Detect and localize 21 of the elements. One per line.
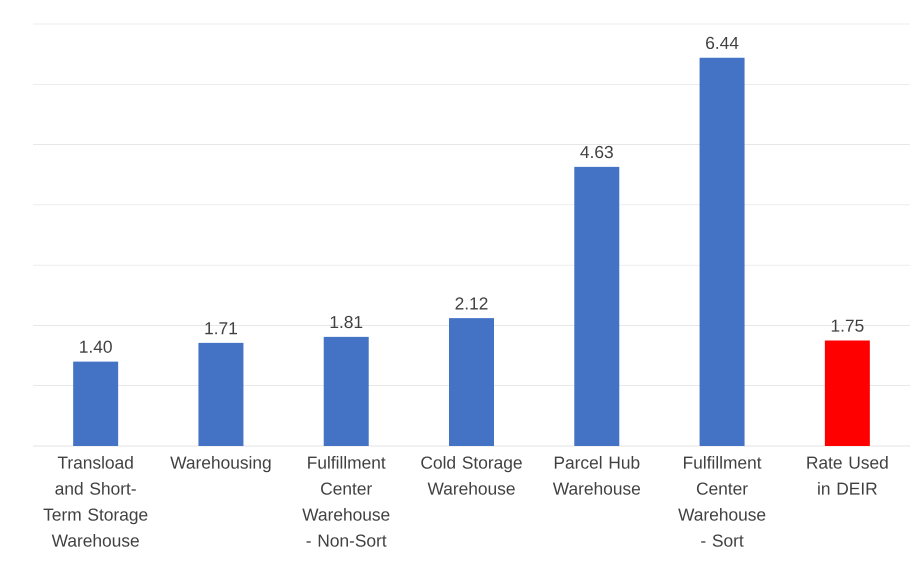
data-label: 6.44 [706,36,738,50]
x-tick-label: Fulfillment Center Warehouse - Non-Sort [302,456,390,547]
bar [700,58,745,446]
data-label: 4.63 [580,146,613,158]
x-tick-label: Parcel Hub Warehouse [552,456,640,495]
bar [574,166,620,446]
x-tick-label: Warehousing [170,456,271,472]
x-tick-label: Rate Used in DEIR [807,456,888,495]
bar [449,318,494,446]
bar [73,362,118,446]
data-label: 1.71 [205,322,237,334]
x-tick-label: Fulfillment Center Warehouse - Sort [678,456,766,547]
data-label: 1.75 [832,320,864,332]
x-tick-label: Cold Storage Warehouse [421,456,522,495]
bar [198,342,244,446]
x-tick-label: Transload and Short-Term Storage Warehouse [44,456,148,547]
data-label: 1.40 [80,340,112,353]
data-label: 1.81 [330,316,362,328]
data-label: 2.12 [456,297,488,310]
bar [324,336,369,446]
bar [824,340,870,446]
